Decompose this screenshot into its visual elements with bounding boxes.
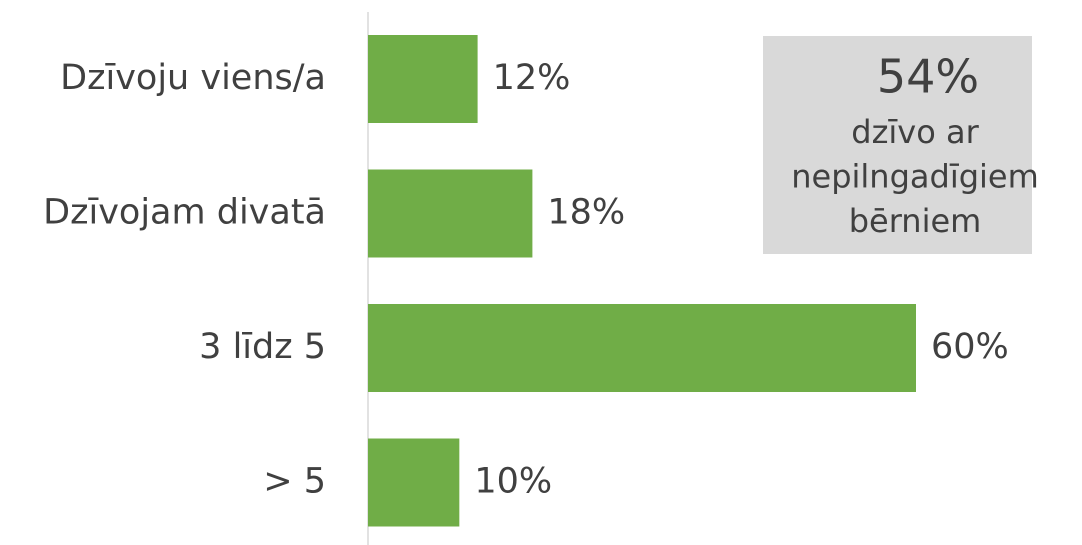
bar [368,169,533,258]
bar [368,35,478,123]
annotation-text: bērniem [849,202,982,240]
category-label: Dzīvoju viens/a [60,58,326,98]
annotation-text: nepilngadīgiem [791,158,1039,196]
category-label: 3 līdz 5 [199,327,326,367]
category-label: Dzīvojam divatā [43,193,326,233]
bar [368,438,460,527]
category-label: > 5 [263,462,326,502]
value-label: 12% [493,58,571,98]
bar [368,304,916,392]
value-label: 60% [931,327,1009,367]
value-label: 18% [547,193,625,233]
annotation-box [763,36,1032,254]
annotation-text: dzīvo ar [851,113,979,151]
annotation-headline: 54% [877,50,979,104]
value-label: 10% [474,462,552,502]
